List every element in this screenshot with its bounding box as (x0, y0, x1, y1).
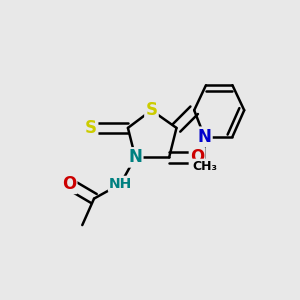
Text: S: S (146, 101, 158, 119)
Text: O: O (62, 175, 76, 193)
Text: S: S (85, 119, 97, 137)
Text: CH₃: CH₃ (192, 160, 217, 173)
Text: N: N (128, 148, 142, 166)
Text: O: O (190, 148, 204, 166)
Text: NH: NH (109, 177, 132, 191)
Text: N: N (197, 128, 212, 146)
